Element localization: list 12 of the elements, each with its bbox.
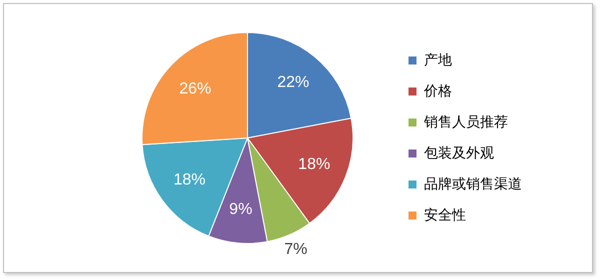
legend-label: 销售人员推荐 [423, 113, 508, 130]
data-label: 18% [298, 156, 330, 173]
legend-label: 安全性 [424, 206, 466, 222]
legend-label: 产地 [424, 51, 452, 68]
legend-label: 品牌或销售渠道 [424, 175, 522, 192]
data-label: 22% [277, 74, 310, 92]
legend-label: 包装及外观 [424, 144, 494, 160]
data-label: 18% [173, 172, 206, 189]
data-label: 7% [284, 240, 308, 258]
data-label: 9% [229, 200, 252, 218]
data-label: 26% [179, 80, 212, 98]
legend-label: 价格 [423, 82, 452, 98]
